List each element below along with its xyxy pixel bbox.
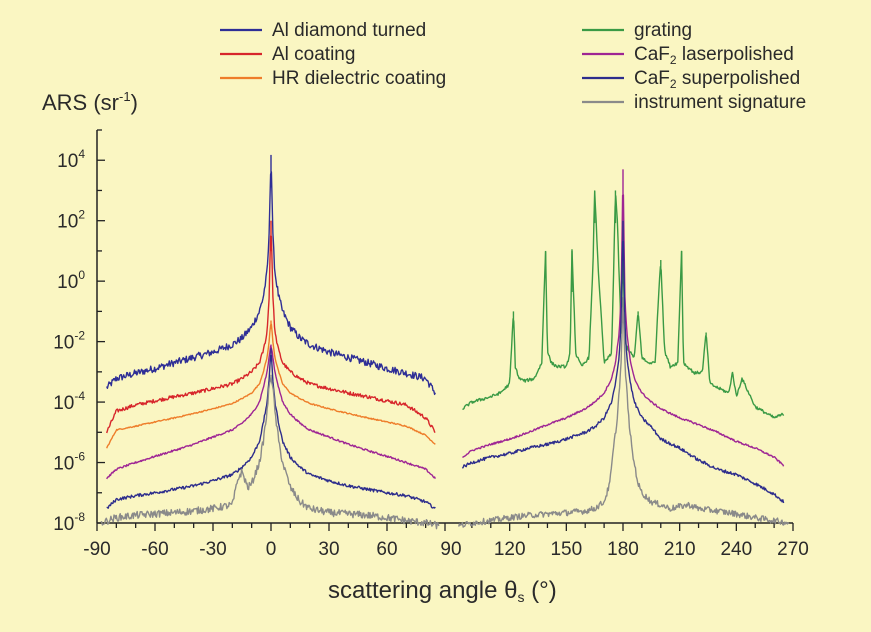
x-tick-label: 90 (440, 539, 461, 560)
chart-legend: Al diamond turned Al coating HR dielectric… (220, 20, 806, 113)
legend-label: CaF2 superpolished (634, 68, 800, 91)
series-line (106, 345, 436, 480)
legend-label: grating (634, 20, 692, 41)
legend-label: Al coating (272, 44, 355, 65)
x-tick-label: -90 (83, 539, 110, 560)
x-tick-label: -60 (141, 539, 168, 560)
axes: 104 102 100 10-2 10-4 10-6 10-8 -90 -60 -30 0 30 60 9… (53, 129, 809, 560)
series-line (458, 307, 790, 528)
x-tick-label: 60 (376, 539, 397, 560)
y-tick-label: 100 (57, 268, 85, 293)
legend-label: Al diamond turned (272, 20, 426, 41)
y-tick-label: 10-6 (53, 450, 85, 475)
x-tick-label: 270 (777, 539, 809, 560)
x-tick-label: 30 (318, 539, 339, 560)
y-axis-label: ARS (sr-1) (42, 89, 138, 115)
y-tick-label: 10-4 (53, 389, 85, 414)
left-panel-series (100, 154, 440, 530)
legend-label: instrument signature (634, 92, 806, 113)
y-tick-label: 104 (57, 147, 85, 172)
x-tick-label: 210 (664, 539, 696, 560)
series-line (462, 194, 785, 467)
legend-label: CaF2 laserpolished (634, 44, 794, 67)
series-line (462, 191, 785, 419)
legend-label: HR dielectric coating (272, 68, 446, 89)
series-line (106, 235, 436, 434)
y-tick-label: 102 (57, 208, 85, 233)
y-tick-label: 10-8 (53, 510, 85, 535)
y-tick-label: 10-2 (53, 329, 85, 354)
x-tick-label: 0 (266, 539, 277, 560)
x-tick-label: 240 (720, 539, 752, 560)
series-line (100, 376, 440, 530)
x-tick-label: 120 (494, 539, 526, 560)
x-tick-label: -30 (199, 539, 226, 560)
x-axis-label: scattering angle θs (°) (328, 577, 557, 605)
series-line (106, 323, 436, 449)
series-line (461, 240, 785, 504)
series-line (106, 171, 436, 396)
x-tick-label: 150 (550, 539, 582, 560)
x-tick-label: 180 (607, 539, 639, 560)
right-panel-series (458, 169, 790, 528)
series-line (106, 354, 436, 509)
